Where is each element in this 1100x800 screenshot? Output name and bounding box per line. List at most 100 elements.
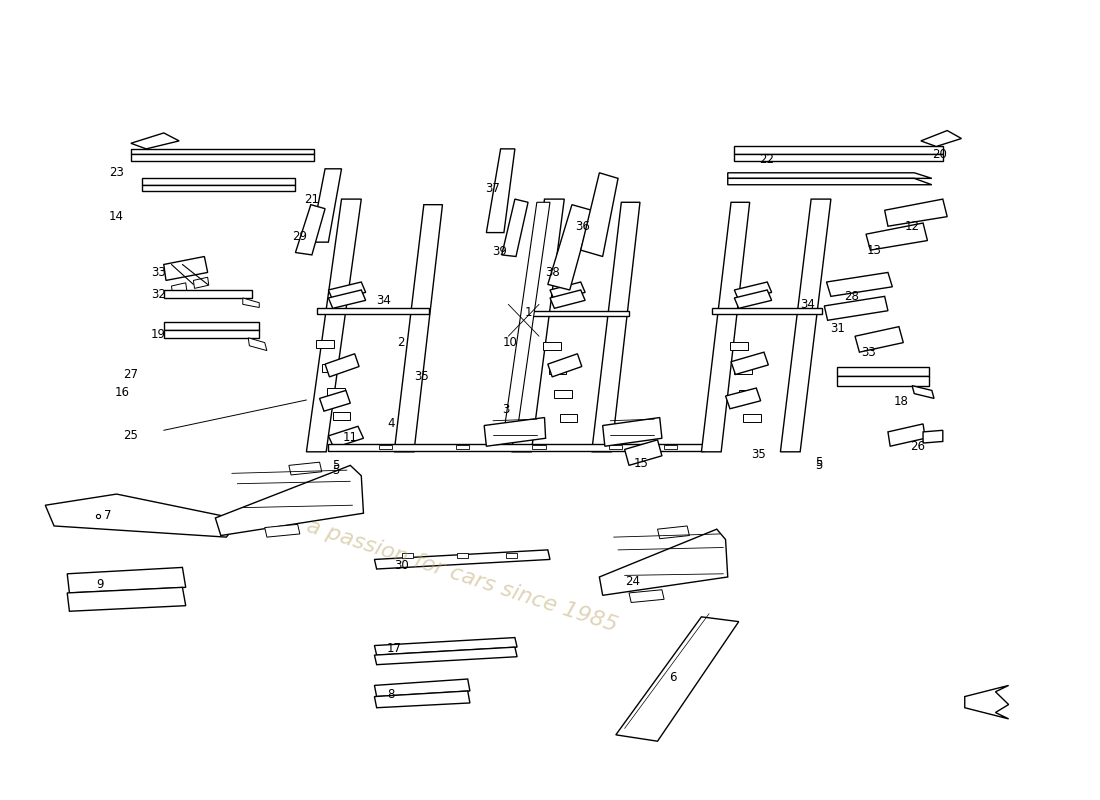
Polygon shape (329, 426, 363, 448)
Polygon shape (522, 310, 629, 316)
Text: 30: 30 (395, 559, 409, 572)
Polygon shape (322, 364, 339, 372)
Text: 20: 20 (932, 148, 947, 161)
Polygon shape (374, 691, 470, 708)
Text: 6: 6 (669, 671, 676, 684)
Text: 26: 26 (910, 440, 925, 453)
Polygon shape (824, 296, 888, 320)
Polygon shape (332, 412, 350, 420)
Polygon shape (826, 273, 892, 296)
Polygon shape (616, 617, 739, 742)
Text: 27: 27 (123, 368, 139, 381)
Polygon shape (735, 146, 943, 154)
Text: 33: 33 (151, 266, 166, 279)
Polygon shape (550, 282, 585, 300)
Polygon shape (735, 154, 943, 161)
Polygon shape (131, 133, 179, 149)
Polygon shape (921, 130, 961, 146)
Polygon shape (504, 202, 550, 432)
Polygon shape (374, 638, 517, 655)
Polygon shape (394, 205, 442, 452)
Text: 11: 11 (343, 431, 358, 444)
Text: a passion for cars since 1985: a passion for cars since 1985 (305, 515, 620, 635)
Polygon shape (713, 308, 822, 314)
Polygon shape (923, 430, 943, 443)
Polygon shape (548, 205, 592, 290)
Polygon shape (329, 444, 704, 451)
Polygon shape (837, 366, 928, 376)
Polygon shape (164, 290, 252, 298)
Text: 28: 28 (845, 290, 859, 303)
Polygon shape (735, 290, 771, 308)
Polygon shape (658, 526, 690, 538)
Text: 12: 12 (904, 220, 920, 233)
Polygon shape (549, 366, 566, 374)
Polygon shape (702, 202, 750, 452)
Polygon shape (374, 647, 517, 665)
Polygon shape (726, 388, 761, 409)
Polygon shape (543, 342, 561, 350)
Text: 24: 24 (625, 575, 640, 588)
Text: 5: 5 (815, 459, 823, 472)
Text: 8: 8 (387, 689, 395, 702)
Polygon shape (550, 290, 585, 308)
Polygon shape (45, 494, 241, 537)
Polygon shape (265, 524, 300, 537)
Polygon shape (506, 553, 517, 558)
Polygon shape (603, 418, 662, 446)
Polygon shape (194, 278, 209, 288)
Polygon shape (554, 390, 572, 398)
Polygon shape (502, 199, 528, 257)
Polygon shape (328, 388, 344, 396)
Polygon shape (484, 418, 546, 446)
Polygon shape (532, 446, 546, 450)
Polygon shape (131, 149, 315, 154)
Polygon shape (732, 352, 768, 374)
Polygon shape (560, 414, 578, 422)
Text: 21: 21 (305, 193, 319, 206)
Text: 36: 36 (575, 220, 591, 233)
Polygon shape (728, 173, 932, 178)
Polygon shape (730, 342, 748, 350)
Polygon shape (131, 154, 315, 161)
Polygon shape (320, 390, 350, 411)
Polygon shape (216, 466, 363, 535)
Polygon shape (67, 567, 186, 593)
Text: 38: 38 (544, 266, 560, 279)
Polygon shape (581, 173, 618, 257)
Polygon shape (456, 553, 468, 558)
Text: 33: 33 (861, 346, 876, 358)
Text: 29: 29 (293, 230, 307, 243)
Polygon shape (326, 354, 359, 377)
Text: 1: 1 (525, 306, 531, 319)
Text: 35: 35 (415, 370, 429, 382)
Text: 19: 19 (151, 328, 166, 341)
Text: 31: 31 (830, 322, 845, 334)
Polygon shape (296, 205, 326, 255)
Polygon shape (600, 529, 728, 595)
Polygon shape (512, 199, 564, 452)
Text: 16: 16 (114, 386, 130, 398)
Polygon shape (912, 386, 934, 398)
Text: 5: 5 (332, 459, 340, 472)
Text: 5: 5 (332, 464, 340, 477)
Polygon shape (164, 330, 260, 338)
Text: 9: 9 (97, 578, 103, 591)
Polygon shape (629, 590, 664, 602)
Polygon shape (378, 446, 392, 450)
Polygon shape (548, 354, 582, 377)
Polygon shape (142, 178, 296, 185)
Polygon shape (317, 340, 333, 348)
Polygon shape (744, 414, 761, 422)
Polygon shape (172, 283, 187, 294)
Text: 34: 34 (801, 298, 815, 311)
Polygon shape (735, 282, 771, 300)
Polygon shape (402, 553, 412, 558)
Polygon shape (609, 446, 623, 450)
Polygon shape (164, 257, 208, 281)
Text: 15: 15 (634, 458, 649, 470)
Text: 34: 34 (376, 294, 390, 307)
Text: 25: 25 (123, 430, 139, 442)
Polygon shape (455, 446, 469, 450)
Text: 4: 4 (387, 418, 395, 430)
